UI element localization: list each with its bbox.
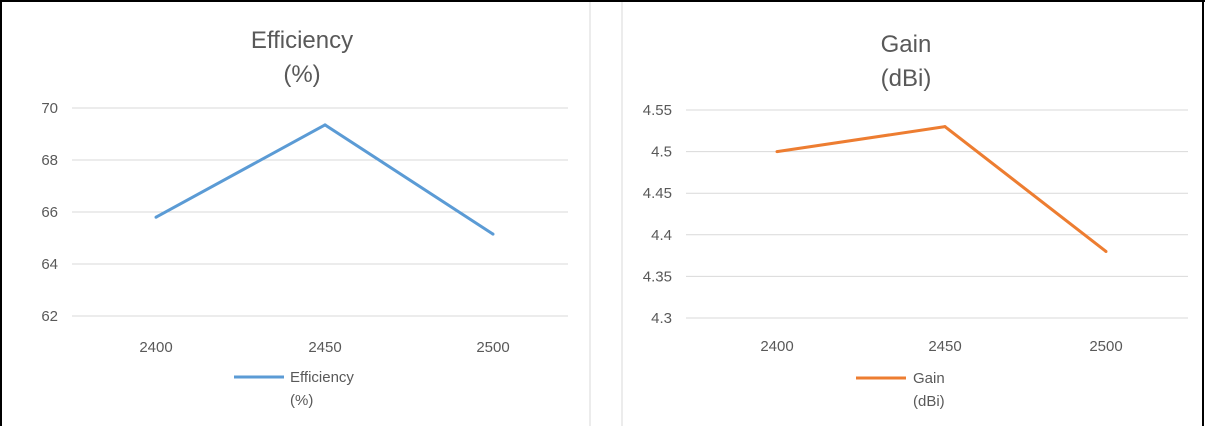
y-tick-label: 62 [41, 308, 58, 325]
y-tick-label: 4.4 [651, 227, 672, 244]
x-tick-labels: 2400 2450 2500 [139, 339, 509, 356]
y-tick-label: 4.55 [643, 102, 672, 119]
x-tick-label: 2450 [928, 338, 961, 355]
series-lines [775, 125, 1108, 253]
efficiency-chart: Efficiency (%) 62 64 66 68 70 2400 2450 2500 E… [41, 27, 568, 409]
legend: Gain (dBi) [856, 370, 945, 410]
y-tick-label: 4.3 [651, 310, 672, 327]
legend-label-line1: Gain [913, 370, 945, 387]
data-point [154, 215, 158, 219]
gridlines [72, 107, 568, 317]
x-tick-label: 2400 [760, 338, 793, 355]
y-tick-label: 66 [41, 204, 58, 221]
legend-label-line1: Efficiency [290, 369, 354, 386]
legend-label-line2: (%) [290, 392, 313, 409]
gain-chart: Gain (dBi) 4.3 4.35 4.4 4.45 4.5 4.55 2400 245… [643, 31, 1188, 410]
y-tick-label: 4.5 [651, 144, 672, 161]
y-tick-label: 70 [41, 100, 58, 117]
legend-label-line2: (dBi) [913, 393, 945, 410]
y-tick-label: 68 [41, 152, 58, 169]
data-point [323, 123, 327, 127]
y-tick-labels: 62 64 66 68 70 [41, 100, 58, 325]
series-line [155, 123, 494, 236]
series-lines [154, 123, 495, 236]
data-point [943, 125, 947, 129]
chart-title-line2: (dBi) [881, 65, 932, 92]
data-point [1104, 249, 1108, 253]
y-tick-label: 4.35 [643, 268, 672, 285]
chart-title-line2: (%) [283, 61, 320, 88]
x-tick-labels: 2400 2450 2500 [760, 338, 1122, 355]
chart-title-line1: Gain [881, 31, 932, 58]
legend: Efficiency (%) [234, 369, 354, 409]
gridlines [686, 109, 1188, 319]
x-tick-label: 2400 [139, 339, 172, 356]
chart-title-line1: Efficiency [251, 27, 353, 54]
data-point [491, 232, 495, 236]
y-tick-labels: 4.3 4.35 4.4 4.45 4.5 4.55 [643, 102, 672, 327]
y-tick-label: 4.45 [643, 185, 672, 202]
x-tick-label: 2500 [1089, 338, 1122, 355]
y-tick-label: 64 [41, 256, 58, 273]
data-point [775, 150, 779, 154]
x-tick-label: 2450 [308, 339, 341, 356]
series-line [776, 125, 1107, 253]
x-tick-label: 2500 [476, 339, 509, 356]
